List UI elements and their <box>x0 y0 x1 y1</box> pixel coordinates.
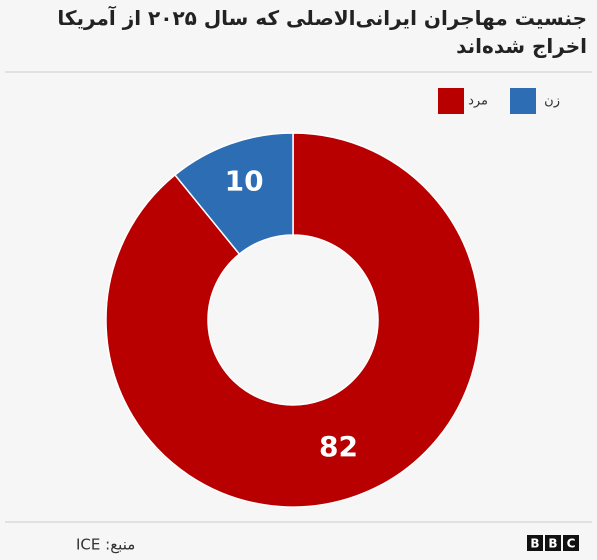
logo-box <box>527 535 543 551</box>
logo-box <box>563 535 579 551</box>
data-label: 10 <box>225 164 264 197</box>
logo-letter: B <box>530 537 539 551</box>
logo-box <box>545 535 561 551</box>
logo-letter: C <box>567 537 576 551</box>
data-label: 82 <box>319 430 358 463</box>
donut-segment <box>105 132 481 508</box>
legend-label: مرد <box>468 94 488 109</box>
chart-title: جنسیت مهاجران ایرانی‌الاصلی که سال ۲۰۲۵ … <box>57 6 587 58</box>
legend-label: زن <box>544 94 560 109</box>
logo-letter: B <box>548 537 557 551</box>
donut-segment <box>173 132 294 256</box>
legend-swatch <box>438 88 464 114</box>
source: منبع: ICE <box>76 536 135 554</box>
legend-swatch <box>510 88 536 114</box>
